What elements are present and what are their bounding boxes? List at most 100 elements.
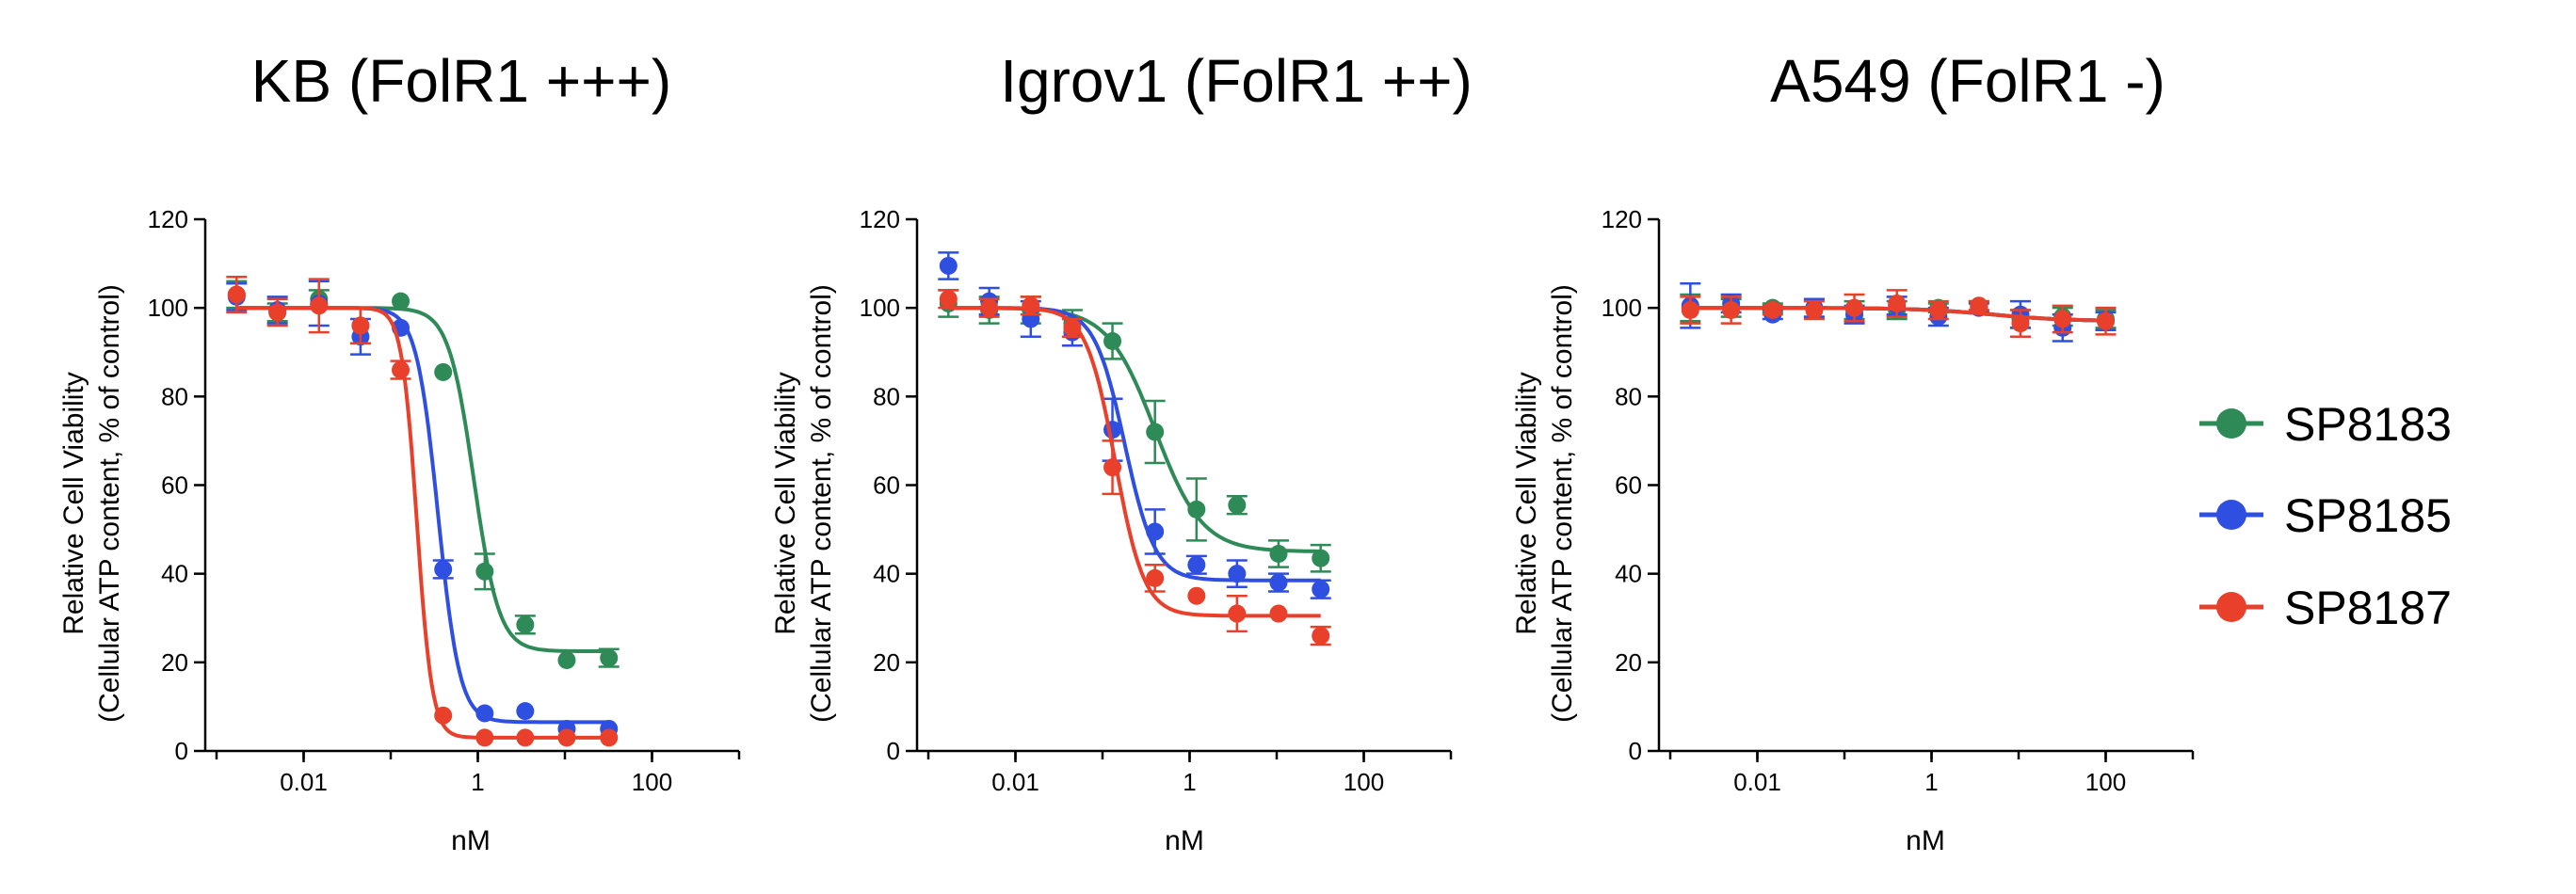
y-tick-label: 40 [161, 560, 188, 588]
data-point [1269, 604, 1288, 623]
x-tick-label: 0.01 [991, 768, 1039, 796]
data-point [1269, 544, 1288, 563]
x-tick-label: 100 [1344, 768, 1384, 796]
data-point [557, 728, 576, 747]
y-tick-label: 40 [1615, 560, 1642, 588]
series-sp8185 [226, 279, 619, 738]
fit-curve-sp8187 [948, 306, 1321, 618]
fit-curve-sp8185 [948, 306, 1321, 583]
data-point [1187, 586, 1206, 605]
y-axis-label-line1: Relative Cell Viability [58, 372, 89, 635]
panel-igrov1: Igrov1 (FolR1 ++) Relative Cell Viabilit… [770, 47, 1473, 856]
y-tick-label: 60 [873, 471, 900, 500]
y-tick-label: 20 [873, 648, 900, 677]
legend-marker-sp8187 [2216, 592, 2246, 622]
data-point [1845, 298, 1864, 317]
data-point [1805, 301, 1824, 320]
data-point [1228, 565, 1247, 583]
data-point [1146, 423, 1165, 441]
y-tick-label: 0 [1629, 737, 1642, 765]
data-point [1187, 555, 1206, 574]
legend-marker-sp8183 [2216, 408, 2246, 439]
chart-title: KB (FolR1 +++) [251, 47, 671, 115]
y-tick-label: 0 [887, 737, 900, 765]
data-point [557, 650, 576, 669]
x-axis-label: nM [1906, 825, 1945, 856]
fit-curve-sp8183 [948, 306, 1321, 553]
y-tick-label: 60 [1615, 471, 1642, 500]
fit-curve-sp8185 [236, 306, 609, 725]
data-point [1312, 580, 1330, 599]
y-tick-label: 80 [873, 382, 900, 410]
data-point [351, 316, 370, 335]
legend-item-sp8183: SP8183 [2199, 398, 2452, 451]
data-point [392, 292, 411, 311]
legend-label-sp8185: SP8185 [2284, 489, 2452, 542]
y-axis-label-line2: (Cellular ATP content, % of control) [806, 284, 837, 723]
y-tick-label: 40 [873, 560, 900, 588]
data-point [1022, 296, 1040, 315]
data-point [475, 704, 494, 723]
data-point [2011, 314, 2030, 333]
x-tick-label: 100 [632, 768, 672, 796]
data-point [980, 298, 999, 317]
data-point [1063, 318, 1082, 337]
y-tick-label: 80 [161, 382, 188, 410]
x-tick-label: 0.01 [1733, 768, 1781, 796]
series-sp8183 [938, 289, 1331, 573]
x-axis-label: nM [1165, 825, 1204, 856]
data-point [939, 290, 958, 309]
data-point [434, 362, 453, 381]
data-point [1228, 496, 1247, 515]
y-tick-label: 120 [860, 205, 900, 233]
data-point [1228, 604, 1247, 623]
data-point [1146, 568, 1165, 587]
data-point [516, 728, 535, 747]
data-point [227, 285, 246, 304]
y-tick-label: 60 [161, 471, 188, 500]
y-tick-label: 100 [1602, 294, 1642, 322]
data-point [434, 706, 453, 725]
fit-curve-sp8187 [236, 306, 609, 740]
x-tick-label: 1 [471, 768, 484, 796]
y-tick-label: 120 [148, 205, 188, 233]
data-point [1187, 500, 1206, 519]
chart-title: Igrov1 (FolR1 ++) [1000, 47, 1473, 115]
x-tick-label: 100 [2085, 768, 2126, 796]
y-tick-label: 20 [1615, 648, 1642, 677]
x-tick-label: 1 [1183, 768, 1196, 796]
y-axis-label-line1: Relative Cell Viability [1511, 372, 1542, 635]
y-tick-label: 80 [1615, 382, 1642, 410]
legend-label-sp8183: SP8183 [2284, 398, 2452, 451]
data-point [392, 360, 411, 379]
data-point [475, 728, 494, 747]
y-tick-label: 0 [175, 737, 188, 765]
y-tick-label: 20 [161, 648, 188, 677]
legend-label-sp8187: SP8187 [2284, 582, 2452, 634]
data-point [1312, 627, 1330, 646]
data-point [1763, 301, 1782, 320]
series-sp8187 [226, 275, 619, 747]
data-point [268, 303, 287, 322]
data-point [2053, 310, 2072, 328]
data-point [2097, 311, 2115, 330]
legend: SP8183 SP8185 SP8187 [2199, 398, 2452, 634]
chart-title: A549 (FolR1 -) [1770, 47, 2165, 115]
legend-marker-sp8185 [2216, 500, 2246, 530]
data-point [1970, 296, 1988, 315]
x-tick-label: 1 [1924, 768, 1938, 796]
series-sp8187 [938, 289, 1331, 647]
data-point [1103, 331, 1122, 350]
data-point [1681, 301, 1699, 320]
data-point [600, 648, 619, 667]
y-axis-label-line1: Relative Cell Viability [770, 372, 801, 635]
data-point [1929, 301, 1948, 320]
legend-item-sp8187: SP8187 [2199, 582, 2452, 634]
data-point [475, 562, 494, 581]
data-point [1269, 573, 1288, 592]
y-tick-label: 120 [1602, 205, 1642, 233]
data-point [1103, 458, 1122, 477]
data-point [1312, 549, 1330, 567]
legend-item-sp8185: SP8185 [2199, 489, 2452, 542]
